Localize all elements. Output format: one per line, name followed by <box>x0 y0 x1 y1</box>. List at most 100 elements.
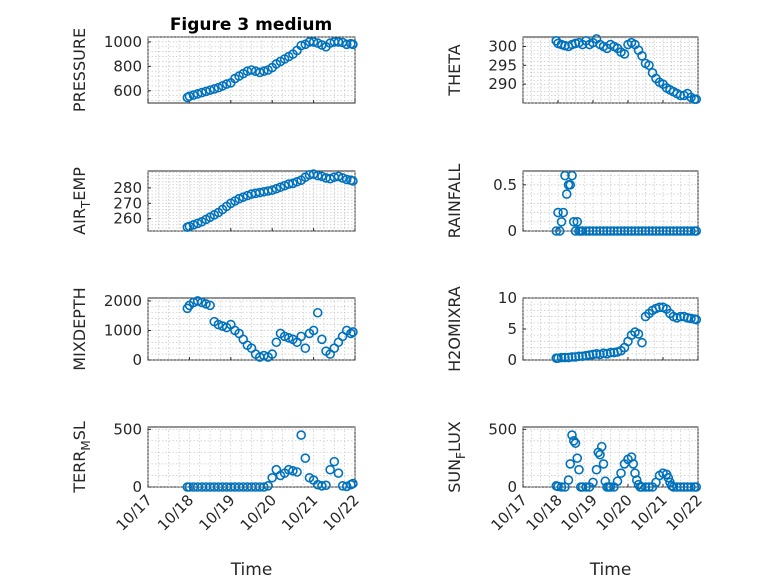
data-point <box>691 482 702 492</box>
data-point <box>279 180 290 191</box>
data-point <box>560 352 570 363</box>
data-point <box>668 482 679 492</box>
y-tick-label: 0 <box>507 351 517 369</box>
data-point <box>633 329 644 339</box>
data-point <box>325 173 335 184</box>
y-tick-label: 270 <box>113 194 142 212</box>
data-point <box>584 350 595 360</box>
x-tick-label: 10/20 <box>593 491 636 534</box>
data-point <box>691 94 702 105</box>
x-axis-label: Time <box>589 560 632 580</box>
y-tick-label: 0 <box>507 222 517 240</box>
data-point <box>616 226 626 236</box>
data-point <box>308 325 319 336</box>
data-point <box>300 343 311 353</box>
data-point <box>296 331 306 342</box>
data-point <box>341 39 352 50</box>
y-axis-label: H2OMIXRA <box>445 286 464 372</box>
y-tick-label: 1000 <box>104 33 142 51</box>
data-point <box>577 226 588 236</box>
data-point <box>598 348 609 358</box>
data-point <box>570 352 581 362</box>
data-point <box>192 89 203 99</box>
data-point <box>197 297 207 308</box>
data-point <box>612 226 623 236</box>
subplot-pressure: 600 800 1000 PRESSURE <box>70 28 358 112</box>
data-point <box>581 350 591 361</box>
data-point <box>581 482 591 492</box>
data-point <box>184 221 195 232</box>
data-point <box>679 226 689 236</box>
data-point <box>317 481 327 491</box>
data-point <box>630 226 640 236</box>
data-point <box>263 186 273 196</box>
y-axis-label: PRESSURE <box>70 28 89 112</box>
data-point <box>259 66 269 77</box>
data-point <box>591 226 602 236</box>
data-point <box>333 468 344 478</box>
data-point <box>312 170 323 181</box>
y-tick-label: 0.5 <box>493 176 517 194</box>
x-tick-label: 10/19 <box>558 491 601 534</box>
data-point <box>663 472 674 483</box>
y-tick-label: 300 <box>488 37 517 55</box>
data-point <box>596 441 607 452</box>
data-point <box>188 90 199 100</box>
data-point <box>308 169 319 179</box>
data-point <box>591 348 602 359</box>
x-tick-label: 10/17 <box>113 491 156 534</box>
data-point <box>292 176 302 187</box>
data-point <box>588 226 598 236</box>
data-point <box>644 226 654 236</box>
data-point <box>686 313 696 324</box>
data-point <box>633 226 644 236</box>
y-tick-label: 280 <box>113 179 142 197</box>
data-point <box>598 459 609 469</box>
data-point <box>628 459 639 469</box>
y-tick-label: 600 <box>113 82 142 100</box>
data-point <box>570 226 581 236</box>
data-point <box>619 49 630 59</box>
y-tick-label: 1000 <box>104 321 142 339</box>
data-point <box>568 436 579 446</box>
data-point <box>300 453 311 463</box>
data-point <box>263 481 273 491</box>
y-tick-label: 500 <box>488 420 517 438</box>
subplot-mixdepth: 0 1000 2000 MIXDEPTH <box>70 287 358 371</box>
data-point <box>201 86 211 97</box>
x-tick-label: 10/21 <box>628 491 671 534</box>
data-point <box>312 307 323 318</box>
data-point <box>602 226 612 236</box>
data-point <box>658 226 668 236</box>
data-point <box>337 173 348 183</box>
data-point <box>623 226 633 236</box>
data-point <box>605 347 616 358</box>
y-axis-label: SUNFLUX <box>445 421 468 493</box>
x-tick-label: 10/17 <box>488 491 531 534</box>
data-point <box>308 37 319 47</box>
subplot-rainfall: 0 0.5 RAINFALL <box>445 164 702 240</box>
data-point <box>588 477 598 488</box>
data-point <box>665 226 675 236</box>
data-point <box>672 482 682 492</box>
data-point <box>259 482 269 492</box>
y-tick-label: 500 <box>113 420 142 438</box>
data-point <box>574 351 584 362</box>
data-point <box>341 174 352 185</box>
data-point <box>333 171 344 182</box>
data-point <box>242 190 253 201</box>
data-point <box>644 60 654 71</box>
data-point <box>246 65 257 75</box>
data-point <box>567 430 577 440</box>
data-point <box>296 430 306 440</box>
data-point <box>686 226 696 236</box>
data-point <box>192 296 203 306</box>
data-point <box>275 182 286 192</box>
data-point <box>348 39 358 50</box>
data-point <box>254 67 265 78</box>
data-point <box>605 226 616 236</box>
data-point <box>553 481 563 492</box>
data-point <box>192 218 203 229</box>
